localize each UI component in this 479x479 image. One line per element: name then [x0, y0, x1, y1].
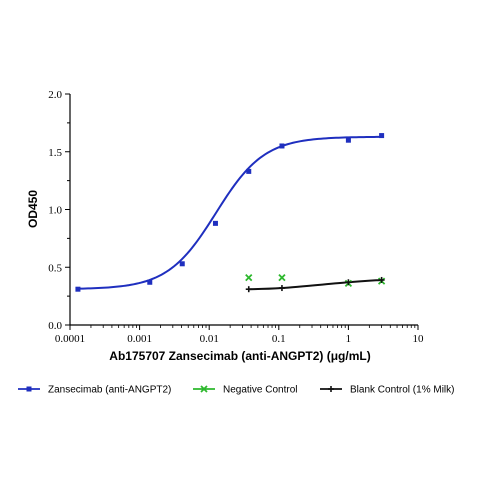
data-point-series-3	[278, 285, 285, 292]
y-axis-label: OD450	[26, 190, 40, 228]
x-tick-label: 0.001	[127, 333, 152, 345]
legend-label-1: Zansecimab (anti-ANGPT2)	[48, 385, 171, 396]
data-point-series-2	[278, 274, 286, 282]
y-tick-label: 0.0	[48, 320, 62, 332]
x-tick-label: 10	[413, 333, 425, 345]
data-point-series-1	[345, 137, 351, 143]
data-point-series-1	[279, 143, 285, 149]
data-point-series-3	[345, 279, 352, 286]
y-tick-label: 2.0	[48, 89, 62, 101]
series-markers	[75, 133, 386, 293]
legend-marker-1	[26, 386, 32, 392]
x-tick-label: 1	[346, 333, 352, 345]
data-point-series-1	[246, 168, 252, 174]
axes: 0.0 0.5 1.0 1.5 2.0 0.0001 0.001 0.01 0.1 1 10	[48, 89, 424, 345]
legend-label-2: Negative Control	[223, 385, 297, 396]
data-point-series-2	[245, 274, 253, 282]
y-tick-label: 1.5	[48, 147, 62, 159]
x-tick-label: 0.0001	[55, 333, 85, 345]
series-curves	[77, 135, 382, 291]
x-tick-label: 0.1	[272, 333, 286, 345]
data-point-series-1	[212, 220, 218, 226]
data-point-series-1	[379, 133, 385, 139]
series-line-blank-control	[248, 278, 382, 291]
data-point-series-1	[147, 279, 153, 285]
x-tick-label: 0.01	[200, 333, 219, 345]
data-point-series-1	[179, 261, 185, 267]
y-tick-label: 1.0	[48, 205, 62, 217]
legend-label-3: Blank Control (1% Milk)	[350, 385, 454, 396]
legend-marker-2	[200, 385, 208, 393]
legend-marker-3	[328, 386, 334, 392]
y-tick-label: 0.5	[48, 262, 62, 274]
x-axis-label: Ab175707 Zansecimab (anti-ANGPT2) (μg/mL…	[109, 349, 370, 363]
data-point-series-1	[75, 286, 81, 292]
data-point-series-3	[378, 276, 385, 283]
series-line-zansecimab	[77, 135, 382, 290]
data-point-series-3	[245, 286, 252, 293]
legend: Zansecimab (anti-ANGPT2) Negative Control…	[18, 385, 454, 396]
